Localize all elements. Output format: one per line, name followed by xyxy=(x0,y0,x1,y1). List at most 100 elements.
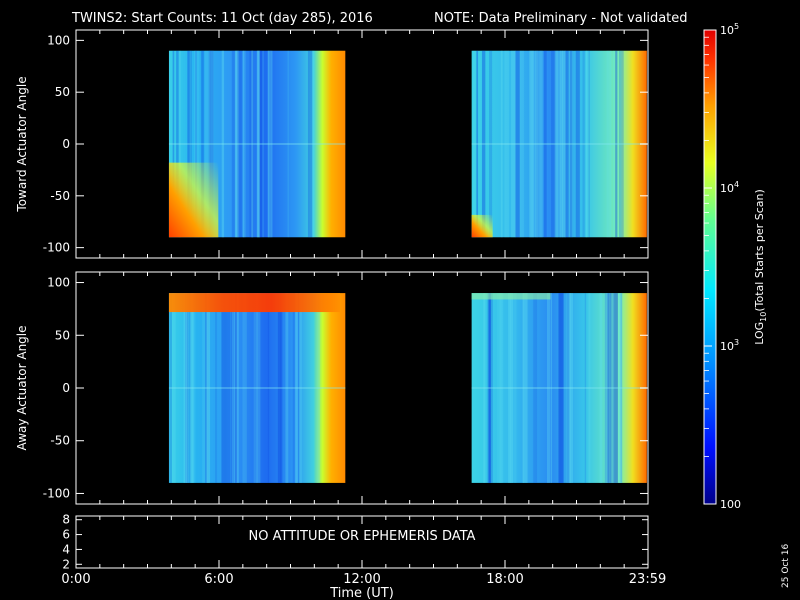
heatmap-streak xyxy=(194,50,196,238)
heatmap-streak xyxy=(515,50,520,238)
heatmap-streak xyxy=(481,50,486,238)
heatmap-streak xyxy=(267,50,273,238)
heatmap-streak xyxy=(249,50,254,238)
heatmap-streak xyxy=(185,293,190,483)
heatmap-streak xyxy=(566,293,572,483)
heatmap-streak xyxy=(235,50,239,238)
heatmap-streak xyxy=(585,50,588,238)
heatmap-streak xyxy=(551,50,556,238)
heatmap-streak xyxy=(231,293,237,483)
heatmap-streak xyxy=(256,293,261,483)
heatmap-streak xyxy=(280,293,283,483)
heatmap-streak xyxy=(295,293,298,483)
heatmap-streak xyxy=(262,50,264,238)
heatmap-streak xyxy=(614,293,618,483)
away-ylabel: Away Actuator Angle xyxy=(15,325,29,450)
heatmap-streak xyxy=(612,50,615,238)
x-tick-label: 0:00 xyxy=(61,572,90,587)
heatmap-streak xyxy=(316,293,320,483)
heatmap-streak xyxy=(237,50,242,238)
colorbar-label: LOG10(Total Starts per Scan) xyxy=(753,189,768,345)
heatmap-streak xyxy=(513,293,517,483)
heatmap-streak xyxy=(172,50,175,238)
heatmap-streak xyxy=(204,50,210,238)
chart-title: TWINS2: Start Counts: 11 Oct (day 285), … xyxy=(71,11,373,26)
heatmap-streak xyxy=(267,50,269,238)
heatmap-streak xyxy=(504,50,509,238)
heatmap-streak xyxy=(532,50,534,238)
heatmap-streak xyxy=(607,293,610,483)
heatmap-streak xyxy=(558,293,563,483)
heatmap-streak xyxy=(620,293,623,483)
x-tick-label: 23:59 xyxy=(629,572,666,587)
colorbar-tick-label: 103 xyxy=(720,338,739,353)
y-tick-label: -100 xyxy=(43,486,70,500)
heatmap-streak xyxy=(488,293,493,483)
y-tick-label: 0 xyxy=(62,381,70,395)
preliminary-note: NOTE: Data Preliminary - Not validated xyxy=(434,11,688,26)
heatmap-zero-band xyxy=(471,387,647,389)
heatmap-streak xyxy=(472,50,476,238)
y-tick-label: 0 xyxy=(62,137,70,151)
colorbar-tick-label: 105 xyxy=(720,22,739,37)
heatmap-streak xyxy=(234,50,240,238)
heatmap-streak xyxy=(209,50,214,238)
heatmap-streak xyxy=(257,50,260,238)
attitude-y-tick-label: 2 xyxy=(62,557,70,571)
heatmap-streak xyxy=(194,293,196,483)
heatmap-streak xyxy=(171,293,176,483)
heatmap-streak xyxy=(599,293,603,483)
heatmap-streak xyxy=(556,50,561,238)
heatmap-streak xyxy=(185,293,188,483)
heatmap-streak xyxy=(489,50,493,238)
heatmap-streak xyxy=(202,293,207,483)
colorbar-tick-label: 100 xyxy=(720,498,741,511)
heatmap-streak xyxy=(543,50,547,238)
y-tick-label: -100 xyxy=(43,241,70,255)
toward-ylabel: Toward Actuator Angle xyxy=(15,76,29,212)
heatmap-streak xyxy=(221,293,227,483)
heatmap-streak xyxy=(606,50,612,238)
low-angle-enhancement xyxy=(168,162,219,238)
y-tick-label: 100 xyxy=(47,276,70,290)
y-tick-label: -50 xyxy=(50,434,70,448)
attitude-y-tick-label: 6 xyxy=(62,528,70,542)
heatmap-streak xyxy=(285,293,289,483)
heatmap-streak xyxy=(208,50,214,238)
heatmap-streak xyxy=(613,293,618,483)
heatmap-segment-2 xyxy=(471,50,647,238)
heatmap-streak xyxy=(256,50,260,238)
heatmap-streak xyxy=(267,293,270,483)
y-tick-label: 50 xyxy=(55,85,70,99)
heatmap-streak xyxy=(570,50,573,238)
heatmap-streak xyxy=(205,293,209,483)
heatmap-streak xyxy=(243,50,245,238)
heatmap-streak xyxy=(615,50,618,238)
attitude-y-tick-label: 4 xyxy=(62,542,70,556)
heatmap-streak xyxy=(562,50,566,238)
heatmap-zero-band xyxy=(168,387,346,389)
heatmap-streak xyxy=(562,50,566,238)
colorbar-tick-label: 104 xyxy=(720,180,739,195)
heatmap-streak xyxy=(529,50,534,238)
heatmap-streak xyxy=(226,293,231,483)
heatmap-streak xyxy=(508,293,511,483)
heatmap-streak xyxy=(169,293,172,483)
heatmap-streak xyxy=(546,293,551,483)
heatmap-streak xyxy=(299,293,302,483)
heatmap-streak xyxy=(488,293,491,483)
heatmap-streak xyxy=(183,293,188,483)
heatmap-streak xyxy=(523,293,528,483)
x-tick-label: 6:00 xyxy=(204,572,233,587)
attitude-y-tick-label: 8 xyxy=(62,513,70,527)
heatmap-streak xyxy=(499,293,504,483)
heatmap-streak xyxy=(607,293,612,483)
heatmap-streak xyxy=(192,293,194,483)
heatmap-streak xyxy=(604,293,609,483)
heatmap-streak xyxy=(269,50,272,238)
heatmap-streak xyxy=(235,293,239,483)
heatmap-streak xyxy=(568,50,574,238)
y-tick-label: -50 xyxy=(50,189,70,203)
date-stamp: 25 Oct 16 xyxy=(781,544,791,588)
